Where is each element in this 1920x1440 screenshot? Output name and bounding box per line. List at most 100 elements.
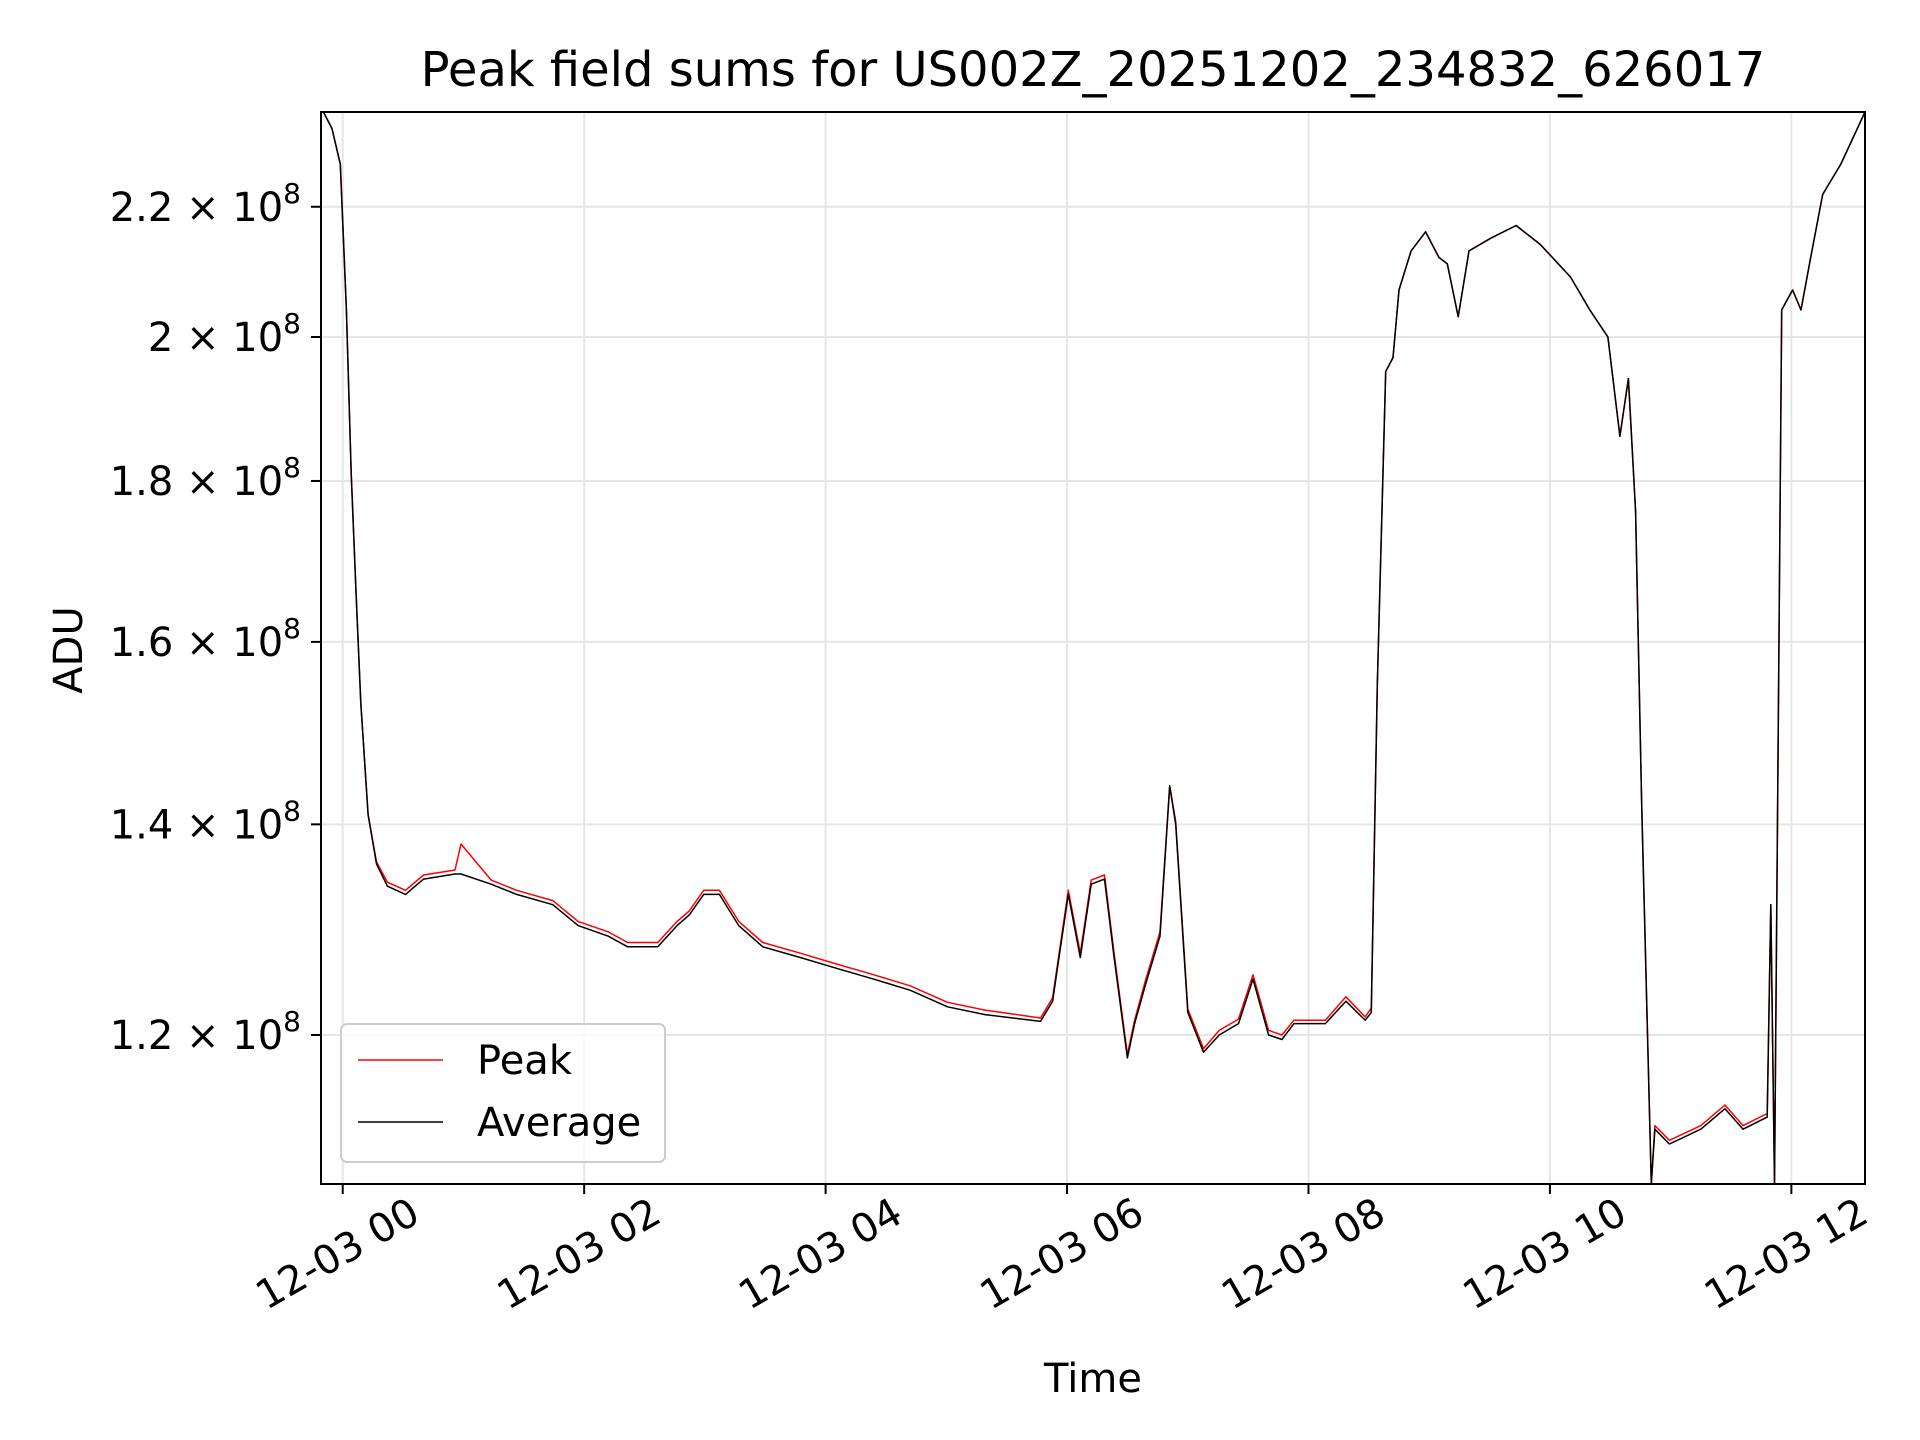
y-tick-exponent: 8 [283,307,301,340]
data-point-peak [703,889,705,891]
data-point-peak [1090,879,1092,881]
data-point-peak [1654,1125,1656,1127]
data-point-average [1126,1057,1128,1059]
data-point-peak [1293,1019,1295,1021]
data-point-average [946,1006,949,1008]
data-point-peak [1237,1018,1240,1020]
data-point-average [1800,309,1802,311]
data-point-peak [577,920,579,923]
data-point-average [909,989,911,991]
data-point-peak [909,985,911,987]
data-point-average [984,1014,986,1016]
axes-frame [320,111,1866,1185]
y-tick-label: 1.4 × 108 [110,794,301,848]
data-point-average [718,893,721,896]
data-point-average [1385,371,1387,373]
data-point-peak [1218,1029,1220,1031]
data-point-average [1398,289,1400,291]
data-point-average [1159,935,1161,937]
data-point-average [1268,1034,1270,1036]
y-tick-base: 10 [232,802,283,848]
data-point-average [1281,1038,1283,1041]
y-tick-base: 10 [232,1013,283,1059]
legend-average-label: Average [477,1100,641,1146]
data-point-peak [1668,1139,1670,1141]
y-tick-label: 1.6 × 108 [110,612,301,666]
data-point-peak [738,920,740,923]
data-point-average [1144,984,1147,986]
data-point-peak [516,889,518,891]
grid-lines [321,112,1865,1184]
y-tick-label: 2.2 × 108 [110,177,301,231]
data-point-average [835,967,838,969]
data-point-average [454,873,456,875]
data-point-peak [423,874,425,876]
data-point-average [1781,309,1783,311]
data-point-peak [1039,1017,1042,1019]
data-point-average [1202,1051,1205,1053]
data-point-average [703,893,705,896]
data-point-average [1345,1000,1347,1002]
data-point-average [360,702,362,704]
data-point-peak [404,889,407,891]
y-tick-base: 10 [232,620,283,666]
data-point-average [460,873,462,875]
data-point-average [1187,1011,1189,1014]
y-tick-exponent: 8 [283,794,301,827]
data-point-peak [1345,996,1347,998]
data-point-average [1515,224,1517,227]
y-tick-exponent: 8 [283,451,301,484]
data-point-average [1810,256,1812,258]
data-point-average [577,925,579,927]
data-point-average [1067,893,1069,896]
data-point-average [607,935,609,937]
data-point-average [657,946,659,948]
data-point-peak [1202,1048,1205,1050]
data-point-average [386,885,388,887]
data-point-average [1607,336,1609,338]
data-point-average [1218,1034,1220,1036]
x-axis-label: Time [1043,1356,1142,1402]
data-point-peak [676,920,678,923]
y-tick-exponent: 8 [283,1005,301,1038]
data-point-average [1700,1128,1702,1130]
data-point-peak [835,963,838,965]
data-point-average [1490,237,1492,239]
data-point-peak [762,941,764,944]
data-point-average [1822,193,1824,195]
data-point-average [1324,1023,1326,1025]
data-point-average [1569,276,1571,278]
data-point-average [1237,1023,1240,1025]
chart-title: Peak field sums for US002Z_20251202_2348… [421,42,1766,98]
data-point-average [1668,1143,1670,1145]
data-point-average [1589,309,1591,311]
data-point-average [1619,435,1621,437]
data-point-average [1252,978,1254,980]
data-point-peak [1103,874,1106,876]
data-point-average [1090,883,1092,885]
data-point-average [1792,289,1794,291]
data-point-peak [799,952,801,954]
data-point-average [490,883,492,885]
data-point-average [1539,243,1541,246]
data-point-average [1425,231,1427,233]
data-point-peak [607,931,609,933]
data-point-average [516,893,518,896]
data-point-peak [1067,889,1069,891]
y-tick-label: 1.2 × 108 [110,1005,301,1059]
data-point-average [873,978,875,980]
data-point-peak [1144,979,1147,981]
data-point-average [1654,1128,1656,1130]
data-point-average [1840,163,1842,165]
data-point-peak [873,974,875,976]
data-point-average [404,893,407,896]
y-axis-label: ADU [46,606,92,693]
data-point-peak [1252,974,1254,976]
data-point-average [1457,316,1459,318]
data-point-peak [718,889,721,891]
data-point-average [1392,357,1394,359]
data-point-average [1376,684,1378,686]
